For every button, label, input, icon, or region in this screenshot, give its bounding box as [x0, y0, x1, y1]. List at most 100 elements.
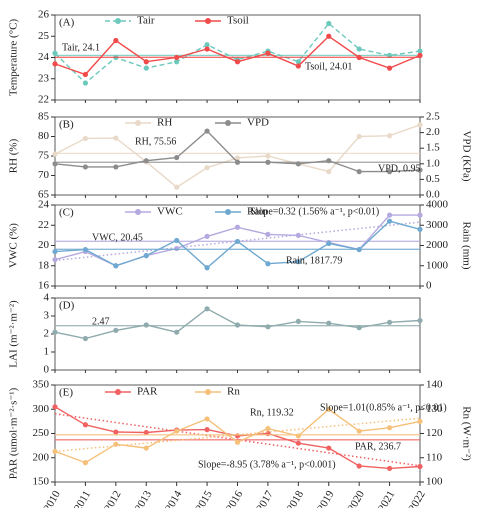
legend-marker	[115, 389, 121, 395]
y-tick-label: 20	[38, 239, 50, 251]
point	[234, 322, 241, 328]
y2-tick-label: 4000	[426, 199, 449, 211]
y-tick-label: 3	[44, 310, 50, 322]
x-tick-label: 2018	[285, 488, 307, 508]
series-line	[54, 22, 421, 84]
y-tick-label: 350	[33, 379, 50, 391]
panel-label: (A)	[59, 17, 75, 29]
point	[82, 71, 89, 78]
point	[386, 65, 393, 71]
y-tick-label: 16	[38, 280, 50, 292]
point	[82, 135, 89, 142]
point	[82, 246, 89, 253]
point	[295, 259, 301, 265]
point	[234, 155, 241, 161]
legend-label: VPD	[247, 117, 269, 129]
point	[82, 80, 89, 86]
y-tick-label: 250	[33, 427, 50, 439]
panel-label: (E)	[59, 387, 73, 399]
y-tick-label: 25	[38, 30, 50, 42]
point	[356, 54, 362, 61]
point	[113, 429, 119, 435]
point	[417, 48, 423, 54]
x-tick-label: 2011	[72, 489, 93, 508]
x-tick-label: 2016	[224, 488, 246, 508]
point	[356, 246, 362, 253]
y2-tick-label: 3000	[426, 219, 449, 231]
point	[174, 59, 180, 65]
point	[204, 233, 210, 239]
series-line	[54, 130, 421, 173]
point	[52, 151, 58, 157]
y2-tick-label: 1.0	[426, 157, 440, 169]
x-tick-label: 2015	[193, 488, 215, 508]
point	[113, 327, 119, 333]
point	[204, 306, 210, 312]
point	[234, 159, 241, 165]
y-tick-label: 18	[38, 259, 50, 271]
panel-label: (D)	[59, 300, 75, 312]
point	[204, 128, 210, 134]
point	[174, 329, 180, 335]
point	[417, 122, 423, 128]
point	[356, 46, 362, 52]
point	[143, 158, 149, 164]
point	[82, 164, 89, 170]
y2-tick-label: 0.0	[426, 189, 440, 201]
y2-axis-label: Rn (W·m⁻²)	[460, 406, 472, 461]
point	[265, 153, 271, 159]
point	[386, 169, 393, 175]
y-tick-label: 2	[44, 328, 50, 340]
y2-tick-label: 2000	[426, 239, 449, 251]
x-tick-label: 2012	[102, 489, 123, 508]
y-tick-label: 4	[44, 292, 50, 304]
point	[113, 164, 119, 170]
point	[326, 169, 332, 175]
point	[113, 37, 119, 44]
point	[82, 335, 89, 342]
point	[143, 253, 149, 259]
point	[52, 61, 58, 67]
point	[234, 59, 241, 65]
point	[113, 135, 119, 141]
y-tick-label: 24	[38, 51, 50, 63]
point	[174, 184, 180, 190]
y-tick-label: 85	[38, 111, 50, 123]
point	[417, 226, 423, 232]
annotation: RH, 75.56	[135, 136, 176, 147]
legend-marker	[225, 209, 231, 215]
y-tick-label: 75	[38, 150, 50, 162]
y2-tick-label: 0	[426, 280, 432, 292]
point	[326, 320, 332, 326]
point	[265, 231, 271, 237]
point	[326, 20, 332, 27]
y-tick-label: 24	[38, 199, 50, 211]
point	[326, 240, 332, 247]
point	[295, 433, 301, 439]
annotation: Slope=1.01(0.85% a⁻¹, p<0.01)	[320, 402, 447, 413]
point	[234, 224, 241, 230]
y2-axis-label: Rain (mm)	[460, 222, 472, 270]
y-tick-label: 23	[38, 72, 50, 84]
y-tick-label: 26	[38, 9, 50, 21]
y-tick-label: 0	[44, 364, 50, 376]
point	[204, 427, 210, 433]
point	[82, 422, 89, 428]
point	[113, 441, 119, 447]
point	[356, 463, 362, 469]
point	[265, 50, 271, 56]
legend-marker	[135, 209, 141, 215]
legend-label: VWC	[157, 206, 183, 218]
annotation: VWC, 20.45	[92, 232, 143, 243]
legend-label: Rain	[247, 206, 268, 218]
y2-tick-label: 0.5	[426, 173, 440, 185]
point	[386, 133, 393, 139]
point	[204, 42, 210, 48]
point	[386, 218, 393, 224]
legend-label: Rn	[227, 386, 240, 398]
y-tick-label: 1	[44, 346, 50, 358]
point	[174, 154, 180, 161]
point	[143, 59, 149, 65]
annotation: PAR, 236.7	[355, 441, 401, 452]
